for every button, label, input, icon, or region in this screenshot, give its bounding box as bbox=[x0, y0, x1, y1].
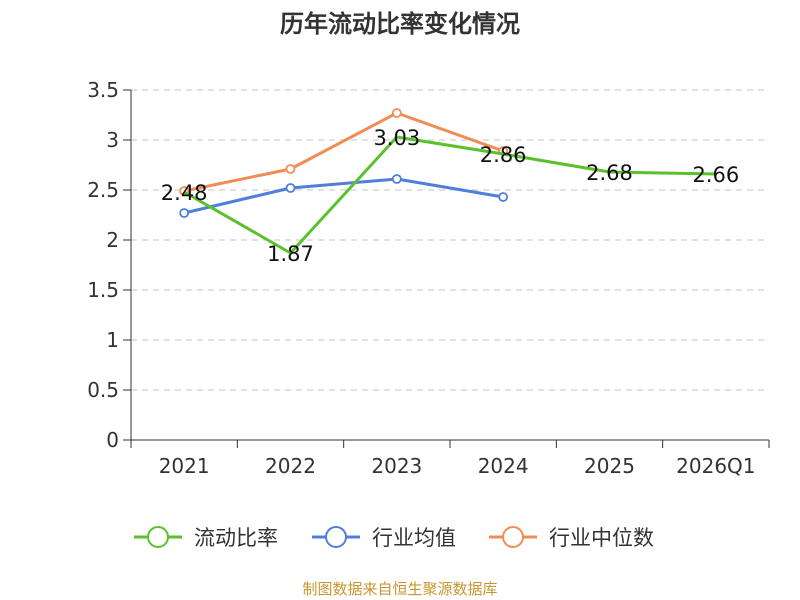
axes: 0 0.5 1 1.5 2 2.5 3 3.5 2021 2022 2023 2024 2025 2026… bbox=[87, 78, 770, 478]
grid bbox=[131, 89, 769, 391]
data-label: 2.86 bbox=[480, 143, 527, 167]
legend-label: 行业均值 bbox=[372, 526, 456, 550]
y-tick-label: 1 bbox=[106, 328, 119, 352]
legend-marker bbox=[502, 526, 524, 548]
legend-item[interactable]: 流动比率 bbox=[134, 526, 278, 550]
data-label: 2.48 bbox=[161, 181, 208, 205]
source-note: 制图数据来自恒生聚源数据库 bbox=[302, 580, 497, 598]
x-tick-label: 2022 bbox=[265, 454, 316, 478]
data-label: 1.87 bbox=[267, 242, 314, 266]
legend-item[interactable]: 行业中位数 bbox=[489, 526, 654, 550]
data-label: 2.68 bbox=[586, 161, 633, 185]
data-labels: 2.48 1.87 3.03 2.86 2.68 2.66 bbox=[161, 126, 739, 266]
legend-marker bbox=[325, 526, 347, 548]
x-tick-label: 2023 bbox=[371, 454, 422, 478]
legend-label: 流动比率 bbox=[194, 526, 278, 550]
y-tick-label: 1.5 bbox=[87, 278, 119, 302]
series-line bbox=[183, 177, 504, 215]
y-tick-label: 0 bbox=[106, 428, 119, 452]
data-label: 2.66 bbox=[692, 163, 739, 187]
x-tick-label: 2024 bbox=[478, 454, 529, 478]
series-point[interactable] bbox=[498, 192, 509, 202]
series-point[interactable] bbox=[285, 183, 296, 193]
x-tick-label: 2025 bbox=[584, 454, 635, 478]
legend[interactable]: 流动比率 行业均值 行业中位数 bbox=[134, 526, 654, 550]
legend-item[interactable]: 行业均值 bbox=[312, 526, 456, 550]
series-point[interactable] bbox=[391, 174, 402, 184]
y-tick-label: 2 bbox=[106, 228, 119, 252]
legend-marker bbox=[147, 526, 169, 548]
series-line bbox=[183, 135, 716, 255]
x-tick-label: 2026Q1 bbox=[676, 454, 755, 478]
legend-label: 行业中位数 bbox=[549, 526, 654, 550]
y-tick-label: 2.5 bbox=[87, 178, 119, 202]
y-tick-label: 0.5 bbox=[87, 378, 119, 402]
series-group bbox=[179, 108, 716, 255]
chart-title: 历年流动比率变化情况 bbox=[280, 10, 520, 38]
x-tick-label: 2021 bbox=[159, 454, 210, 478]
y-tick-label: 3 bbox=[106, 128, 119, 152]
y-tick-label: 3.5 bbox=[87, 78, 119, 102]
data-label: 3.03 bbox=[373, 126, 420, 150]
series-point[interactable] bbox=[285, 164, 296, 174]
series-line bbox=[183, 111, 504, 193]
series-point[interactable] bbox=[391, 108, 402, 118]
series-point[interactable] bbox=[179, 208, 190, 218]
